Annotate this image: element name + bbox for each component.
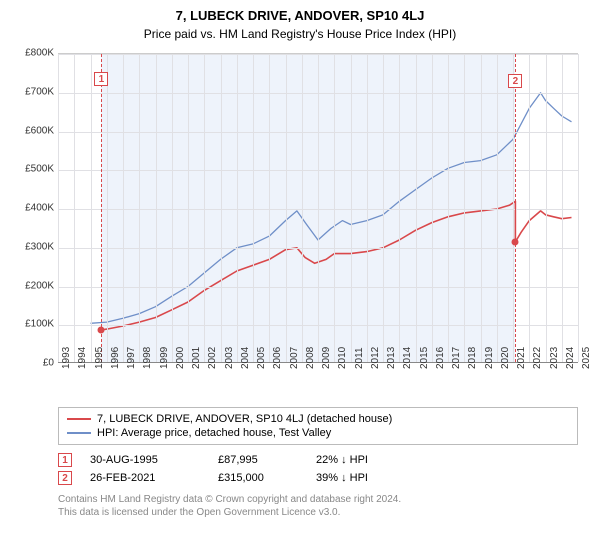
sale-price: £87,995 [218,454,298,466]
x-axis-label: 2006 [272,347,283,369]
sale-date: 30-AUG-1995 [90,454,200,466]
y-axis-label: £600K [25,125,54,136]
y-axis-label: £300K [25,241,54,252]
x-axis-label: 1997 [126,347,137,369]
legend-label-1: 7, LUBECK DRIVE, ANDOVER, SP10 4LJ (deta… [97,413,392,425]
sales-table: 1 30-AUG-1995 £87,995 22% ↓ HPI 2 26-FEB… [58,451,578,487]
sale-marker-box: 1 [94,72,108,86]
x-axis-label: 2011 [354,347,365,369]
x-axis-label: 1995 [94,347,105,369]
x-axis-label: 2012 [370,347,381,369]
x-axis-label: 2005 [256,347,267,369]
legend-swatch-2 [67,432,91,434]
x-axis-label: 1994 [77,347,88,369]
x-axis-label: 2000 [175,347,186,369]
footer-line-1: Contains HM Land Registry data © Crown c… [58,493,578,506]
legend-swatch-1 [67,418,91,420]
x-axis-label: 2015 [419,347,430,369]
x-axis-label: 1996 [110,347,121,369]
y-axis-label: £500K [25,164,54,175]
x-axis-label: 2023 [549,347,560,369]
sale-marker-2: 2 [58,471,72,485]
y-axis-label: £0 [43,358,54,369]
chart-area: 12 £0£100K£200K£300K£400K£500K£600K£700K… [12,49,588,401]
x-axis-label: 2021 [516,347,527,369]
x-axis-label: 2004 [240,347,251,369]
x-axis-label: 2003 [224,347,235,369]
sale-diff: 39% ↓ HPI [316,472,416,484]
sale-row: 2 26-FEB-2021 £315,000 39% ↓ HPI [58,469,578,487]
chart-subtitle: Price paid vs. HM Land Registry's House … [12,27,588,41]
sale-date: 26-FEB-2021 [90,472,200,484]
x-axis-label: 2007 [289,347,300,369]
x-axis-label: 2002 [207,347,218,369]
sale-marker-box: 2 [508,74,522,88]
x-axis-label: 2001 [191,347,202,369]
x-axis-label: 1999 [159,347,170,369]
x-axis-label: 2020 [500,347,511,369]
legend-row: HPI: Average price, detached house, Test… [67,426,569,440]
x-axis-label: 1998 [142,347,153,369]
x-axis-label: 2010 [337,347,348,369]
x-axis-label: 2009 [321,347,332,369]
x-axis-label: 2022 [532,347,543,369]
sale-row: 1 30-AUG-1995 £87,995 22% ↓ HPI [58,451,578,469]
footer-line-2: This data is licensed under the Open Gov… [58,506,578,519]
y-axis-label: £400K [25,203,54,214]
x-axis-label: 2016 [435,347,446,369]
legend-row: 7, LUBECK DRIVE, ANDOVER, SP10 4LJ (deta… [67,412,569,426]
x-axis-label: 2018 [467,347,478,369]
footer-attribution: Contains HM Land Registry data © Crown c… [58,493,578,519]
sale-diff: 22% ↓ HPI [316,454,416,466]
sale-price: £315,000 [218,472,298,484]
plot-area: 12 [58,53,578,363]
x-axis-label: 2025 [581,347,592,369]
x-axis-label: 2024 [565,347,576,369]
sale-marker-1: 1 [58,453,72,467]
x-axis-label: 2017 [451,347,462,369]
x-axis-label: 2013 [386,347,397,369]
chart-title: 7, LUBECK DRIVE, ANDOVER, SP10 4LJ [12,8,588,23]
y-axis-label: £700K [25,86,54,97]
y-axis-label: £200K [25,280,54,291]
x-axis-label: 2008 [305,347,316,369]
chart-container: 7, LUBECK DRIVE, ANDOVER, SP10 4LJ Price… [0,0,600,529]
x-axis-label: 2019 [484,347,495,369]
y-axis-label: £800K [25,48,54,59]
x-axis-label: 2014 [402,347,413,369]
legend-label-2: HPI: Average price, detached house, Test… [97,427,331,439]
legend-box: 7, LUBECK DRIVE, ANDOVER, SP10 4LJ (deta… [58,407,578,445]
x-axis-label: 1993 [61,347,72,369]
y-axis-label: £100K [25,319,54,330]
